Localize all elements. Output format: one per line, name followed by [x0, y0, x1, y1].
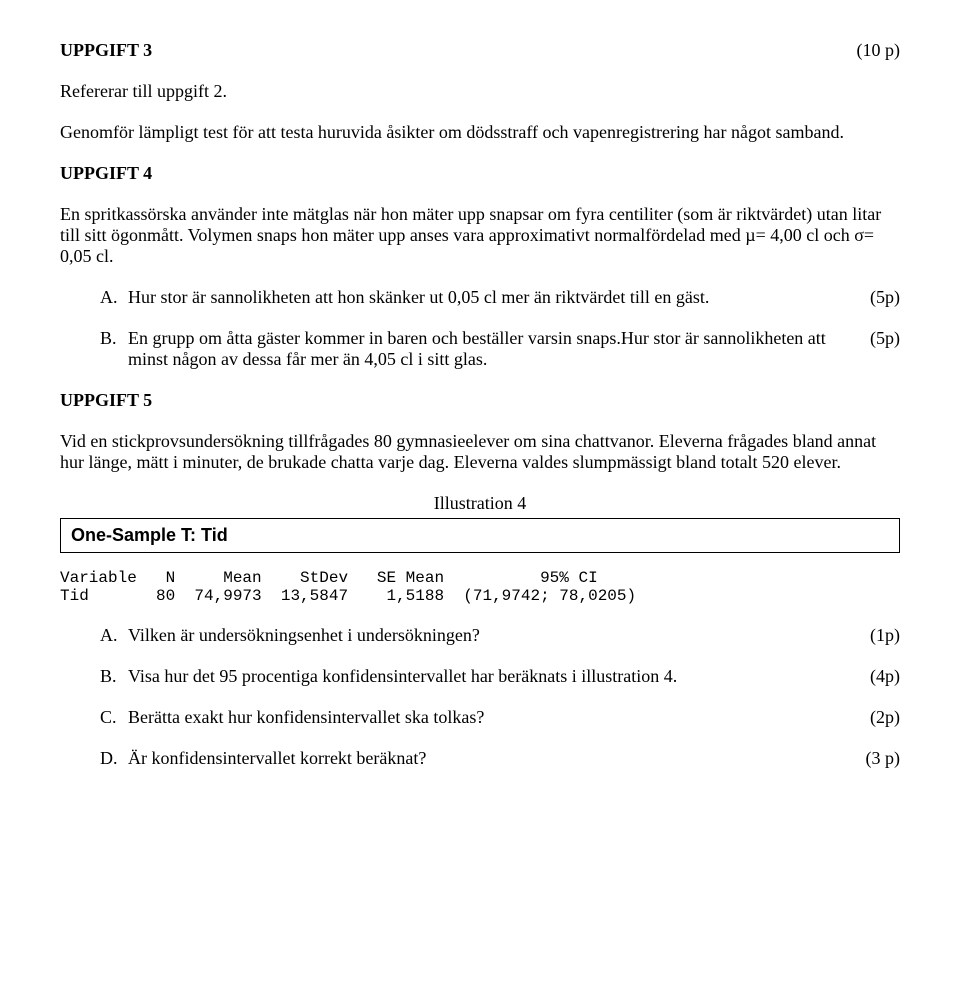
- list-text: Vilken är undersökningsenhet i undersökn…: [128, 625, 870, 646]
- uppgift5-item-d: D. Är konfidensintervallet korrekt beräk…: [100, 748, 900, 769]
- list-letter: A.: [100, 287, 128, 308]
- list-text: En grupp om åtta gäster kommer in baren …: [128, 328, 870, 370]
- list-text: Hur stor är sannolikheten att hon skänke…: [128, 287, 870, 308]
- stats-header: Variable N Mean StDev SE Mean 95% CI: [60, 569, 598, 587]
- uppgift5-title: UPPGIFT 5: [60, 390, 900, 411]
- uppgift4-item-b: B. En grupp om åtta gäster kommer in bar…: [100, 328, 900, 370]
- uppgift3-title: UPPGIFT 3: [60, 40, 152, 61]
- list-letter: B.: [100, 328, 128, 370]
- list-text: Är konfidensintervallet korrekt beräknat…: [128, 748, 866, 769]
- list-letter: D.: [100, 748, 128, 769]
- list-points: (1p): [870, 625, 900, 646]
- stats-row: Tid 80 74,9973 13,5847 1,5188 (71,9742; …: [60, 587, 636, 605]
- uppgift4-body: En spritkassörska använder inte mätglas …: [60, 204, 900, 267]
- uppgift4-item-a: A. Hur stor är sannolikheten att hon skä…: [100, 287, 900, 308]
- uppgift3-points: (10 p): [857, 40, 901, 61]
- uppgift5-item-a: A. Vilken är undersökningsenhet i unders…: [100, 625, 900, 646]
- list-letter: C.: [100, 707, 128, 728]
- stats-box-title: One-Sample T: Tid: [71, 525, 228, 545]
- uppgift3-body: Genomför lämpligt test för att testa hur…: [60, 122, 900, 143]
- uppgift5-body: Vid en stickprovsundersökning tillfrågad…: [60, 431, 900, 473]
- illustration-label: Illustration 4: [60, 493, 900, 514]
- stats-box: One-Sample T: Tid: [60, 518, 900, 553]
- list-letter: B.: [100, 666, 128, 687]
- list-points: (4p): [870, 666, 900, 687]
- uppgift4-title: UPPGIFT 4: [60, 163, 900, 184]
- stats-output: Variable N Mean StDev SE Mean 95% CI Tid…: [60, 569, 900, 605]
- list-points: (2p): [870, 707, 900, 728]
- list-text: Berätta exakt hur konfidensintervallet s…: [128, 707, 870, 728]
- list-letter: A.: [100, 625, 128, 646]
- list-text: Visa hur det 95 procentiga konfidensinte…: [128, 666, 870, 687]
- uppgift3-header: UPPGIFT 3 (10 p): [60, 40, 900, 61]
- list-points: (5p): [870, 328, 900, 370]
- list-points: (5p): [870, 287, 900, 308]
- uppgift3-ref: Refererar till uppgift 2.: [60, 81, 900, 102]
- uppgift5-item-c: C. Berätta exakt hur konfidensintervalle…: [100, 707, 900, 728]
- list-points: (3 p): [866, 748, 901, 769]
- uppgift5-item-b: B. Visa hur det 95 procentiga konfidensi…: [100, 666, 900, 687]
